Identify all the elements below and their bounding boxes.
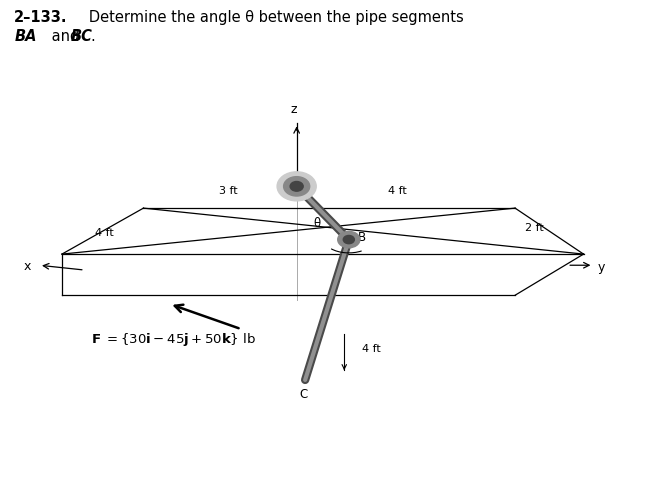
Text: 4 ft: 4 ft [95, 228, 113, 238]
Text: .: . [90, 29, 95, 44]
Text: and: and [47, 29, 84, 44]
Text: A: A [306, 178, 314, 190]
Circle shape [290, 182, 303, 191]
Text: z: z [290, 103, 297, 116]
Circle shape [277, 172, 316, 201]
Text: C: C [299, 388, 307, 401]
Text: 4 ft: 4 ft [362, 345, 381, 354]
Circle shape [338, 231, 360, 248]
Circle shape [343, 235, 354, 243]
Text: x: x [23, 260, 31, 272]
Text: θ: θ [313, 217, 320, 230]
Circle shape [284, 177, 310, 196]
Text: BC: BC [70, 29, 93, 44]
Text: 2–133.: 2–133. [14, 10, 68, 25]
Text: 3 ft: 3 ft [219, 186, 237, 196]
Text: 4 ft: 4 ft [389, 186, 407, 196]
Text: 2 ft: 2 ft [526, 224, 544, 233]
Text: B: B [358, 231, 366, 243]
Text: BA: BA [14, 29, 37, 44]
Text: $\mathbf{F}$ $= \{30\mathbf{i} - 45\mathbf{j} + 50\mathbf{k}\}$ lb: $\mathbf{F}$ $= \{30\mathbf{i} - 45\math… [91, 331, 256, 348]
Text: y: y [597, 261, 605, 273]
Text: Determine the angle θ between the pipe segments: Determine the angle θ between the pipe s… [75, 10, 464, 25]
